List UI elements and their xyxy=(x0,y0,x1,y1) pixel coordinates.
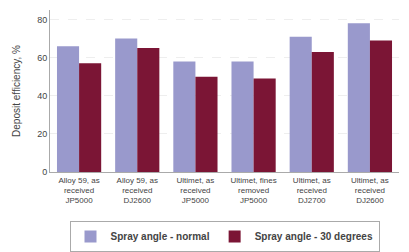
svg-text:Alloy 59, asreceivedDJ2600: Alloy 59, asreceivedDJ2600 xyxy=(117,176,158,206)
svg-text:60: 60 xyxy=(37,53,47,63)
svg-text:Ultimet, asreceivedDJ2700: Ultimet, asreceivedDJ2700 xyxy=(293,176,331,206)
svg-text:Ultimet, asreceivedDJ2600: Ultimet, asreceivedDJ2600 xyxy=(351,176,389,206)
svg-text:Alloy 59, asreceivedJP5000: Alloy 59, asreceivedJP5000 xyxy=(58,176,99,206)
svg-text:0: 0 xyxy=(42,167,47,177)
svg-text:Deposit efficiency, %: Deposit efficiency, % xyxy=(11,45,22,137)
svg-text:40: 40 xyxy=(37,91,47,101)
svg-text:Spray angle - 30 degrees: Spray angle - 30 degrees xyxy=(255,231,373,242)
svg-text:20: 20 xyxy=(37,129,47,139)
svg-text:Ultimet, finesremovedJP5000: Ultimet, finesremovedJP5000 xyxy=(230,176,276,206)
svg-text:80: 80 xyxy=(37,15,47,25)
svg-text:Spray angle - normal: Spray angle - normal xyxy=(111,231,210,242)
svg-text:Ultimet, asreceivedJP5000: Ultimet, asreceivedJP5000 xyxy=(177,176,215,206)
